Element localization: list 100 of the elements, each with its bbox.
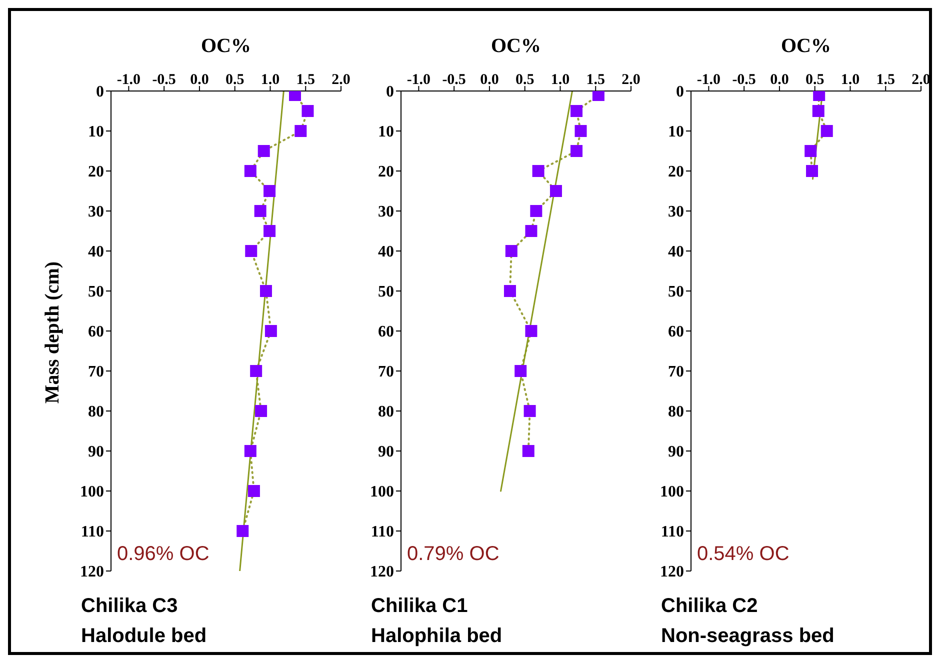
x-tick-label: -0.5 <box>442 72 466 88</box>
point <box>592 91 604 101</box>
x-tick-label: 1.0 <box>840 72 860 88</box>
y-tick-label: 30 <box>378 204 394 221</box>
y-tick-label: 10 <box>378 124 394 141</box>
x-tick-label: 0.5 <box>805 72 824 88</box>
y-tick-label: 40 <box>88 244 104 261</box>
point <box>264 185 276 197</box>
y-tick-label: 120 <box>370 564 394 581</box>
point <box>294 125 307 137</box>
y-tick-label: 80 <box>668 404 684 421</box>
x-tick-label: -0.5 <box>732 72 756 88</box>
y-tick-label: 80 <box>88 404 104 421</box>
y-tick-label: 70 <box>668 364 684 381</box>
point <box>289 91 301 101</box>
y-tick-label: 40 <box>378 244 394 261</box>
point <box>260 285 272 297</box>
point <box>550 185 562 197</box>
text: Chilika C2 <box>661 594 759 619</box>
y-tick-label: 50 <box>88 284 104 301</box>
point <box>525 325 538 337</box>
y-tick-label: 70 <box>88 364 104 381</box>
y-tick-label: 10 <box>668 124 684 141</box>
point <box>525 225 538 237</box>
y-tick-label: 110 <box>370 524 394 541</box>
text: Chilika C1 <box>371 594 469 619</box>
x-tick-label: 0.0 <box>190 72 209 88</box>
point <box>570 145 583 157</box>
x-tick-label: 1.0 <box>550 72 570 88</box>
point <box>244 445 256 457</box>
annotation: 0.79% OC <box>407 543 500 566</box>
text: Halodule bed <box>81 624 207 649</box>
point <box>530 205 542 217</box>
y-tick-label: 60 <box>88 324 104 341</box>
y-tick-label: 110 <box>660 524 684 541</box>
x-axis-title: OC% <box>780 35 832 58</box>
x-tick-label: 0.5 <box>515 72 534 88</box>
point <box>254 205 266 217</box>
y-tick-label: 80 <box>378 404 394 421</box>
point <box>505 245 518 257</box>
y-axis-title: Mass depth (cm) <box>42 260 64 406</box>
y-tick-label: 60 <box>378 324 394 341</box>
point <box>302 105 314 117</box>
point <box>245 245 258 257</box>
y-tick-label: 60 <box>668 324 684 341</box>
x-tick-label: -1.0 <box>696 72 721 88</box>
y-tick-label: 50 <box>378 284 394 301</box>
annotation: 0.54% OC <box>697 543 790 566</box>
y-tick-label: 20 <box>668 164 684 181</box>
y-tick-label: 90 <box>378 444 394 461</box>
point <box>255 405 268 417</box>
text: Chilika C3 <box>81 594 179 619</box>
x-tick-label: 1.5 <box>586 72 605 88</box>
point <box>524 405 536 417</box>
point <box>264 225 276 237</box>
y-tick-label: 0 <box>386 84 394 101</box>
y-tick-label: 0 <box>96 84 104 101</box>
y-tick-label: 10 <box>88 124 104 141</box>
point <box>574 125 587 137</box>
annotation: 0.96% OC <box>117 543 210 566</box>
text: Non-seagrass bed <box>661 624 834 649</box>
y-tick-label: 40 <box>668 244 684 261</box>
point <box>264 325 277 337</box>
x-tick-label: 2.0 <box>332 72 350 88</box>
y-tick-label: 120 <box>660 564 684 581</box>
x-axis-title: OC% <box>490 35 542 58</box>
point <box>514 365 527 377</box>
x-tick-label: 0.0 <box>480 72 499 88</box>
x-tick-label: 1.0 <box>260 72 280 88</box>
point <box>248 485 260 497</box>
point <box>570 105 583 117</box>
x-tick-label: -0.5 <box>152 72 176 88</box>
y-tick-label: 90 <box>88 444 104 461</box>
y-tick-label: 120 <box>80 564 104 581</box>
point <box>504 285 516 297</box>
x-tick-label: 1.5 <box>296 72 315 88</box>
x-tick-label: 0.0 <box>770 72 789 88</box>
y-tick-label: 90 <box>668 444 684 461</box>
y-tick-label: 30 <box>668 204 684 221</box>
x-tick-label: -1.0 <box>406 72 431 88</box>
point <box>244 165 256 177</box>
point <box>236 525 249 537</box>
y-tick-label: 50 <box>668 284 684 301</box>
y-tick-label: 100 <box>80 484 104 501</box>
y-tick-label: 30 <box>88 204 104 221</box>
x-tick-label: 2.0 <box>912 72 930 88</box>
x-tick-label: 1.5 <box>876 72 895 88</box>
x-axis-title: OC% <box>200 35 252 58</box>
y-tick-label: 110 <box>80 524 104 541</box>
y-tick-label: 20 <box>88 164 104 181</box>
x-tick-label: 0.5 <box>225 72 244 88</box>
x-tick-label: 2.0 <box>622 72 640 88</box>
y-tick-label: 100 <box>660 484 684 501</box>
y-tick-label: 100 <box>370 484 394 501</box>
point <box>532 165 544 177</box>
x-tick-label: -1.0 <box>116 72 141 88</box>
point <box>522 445 534 457</box>
point <box>258 145 270 157</box>
point <box>250 365 262 377</box>
y-tick-label: 0 <box>676 84 684 101</box>
